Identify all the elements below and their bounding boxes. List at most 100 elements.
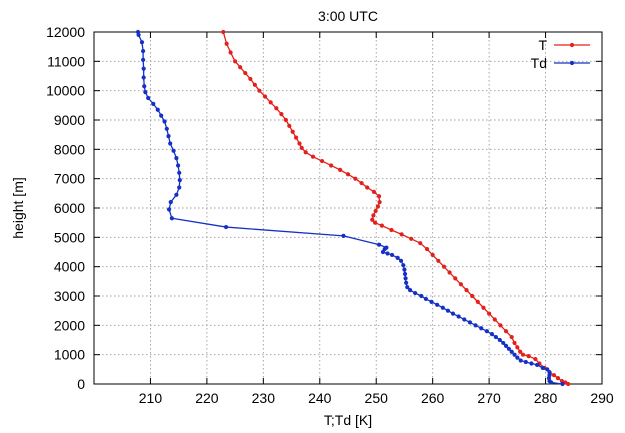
x-tick-label: 290 [590,390,614,406]
data-point-t [371,213,376,218]
chart-title: 3:00 UTC [318,8,378,24]
data-point-td [407,288,413,293]
data-point-td [398,258,404,263]
data-point-t [555,376,561,381]
x-tick-label: 240 [308,390,332,406]
data-point-t [458,282,463,287]
x-tick-label: 220 [195,390,219,406]
data-point-td [506,346,511,351]
data-point-td [135,29,141,35]
series-layer [135,29,571,387]
data-point-td [159,113,164,118]
y-tick-label: 2000 [54,317,85,333]
data-point-t [418,241,423,246]
data-point-td [151,101,156,106]
data-point-t [299,145,304,150]
data-point-t [520,352,526,357]
data-point-t [526,354,531,359]
data-point-t [370,217,375,222]
data-point-td [143,90,148,95]
data-point-td [402,267,407,272]
data-point-td [547,370,552,375]
data-point-t [399,232,404,237]
data-point-td [456,314,461,319]
y-tick-label: 7000 [54,171,85,187]
data-point-t [371,189,377,194]
x-tick-label: 250 [365,390,389,406]
x-tick-label: 210 [139,390,163,406]
data-point-td [177,178,182,183]
data-point-t [533,356,538,362]
data-point-td [547,373,552,378]
data-point-t [518,349,523,354]
data-point-td [413,290,418,296]
data-point-t [268,100,273,105]
data-point-td [445,308,451,313]
data-point-td [177,185,182,190]
data-point-t [290,129,295,134]
data-point-t [475,299,480,304]
data-point-td [169,216,174,221]
data-point-t [453,276,458,281]
data-point-td [166,207,172,212]
data-point-td [223,224,229,230]
data-point-t [492,317,497,322]
data-point-td [404,280,409,285]
data-point-t [328,163,334,168]
legend-marker-td [569,60,575,66]
data-point-t [303,150,308,155]
y-tick-label: 8000 [54,141,85,157]
data-point-t [487,311,492,316]
data-point-td [403,276,408,281]
data-point-td [141,75,146,80]
y-tick-label: 11000 [47,53,85,69]
data-point-td [518,358,523,363]
data-point-t [274,106,279,111]
data-point-td [429,299,434,304]
data-point-t [338,167,343,172]
legend-label-t: T [538,37,547,53]
data-point-td [515,355,520,360]
data-point-t [509,334,514,340]
data-point-t [297,141,302,146]
data-point-t [376,194,382,199]
y-axis-title: height [m] [10,177,26,238]
y-tick-label: 6000 [54,200,85,216]
data-point-t [262,94,268,99]
data-point-td [139,40,145,45]
data-point-td [462,317,467,322]
data-point-td [540,365,545,370]
data-point-t [279,112,284,117]
legend-label-td: Td [531,55,547,71]
data-point-td [141,48,146,54]
y-tick-label: 5000 [54,229,85,245]
data-point-t [377,200,382,205]
data-point-td [168,200,173,205]
data-point-td [402,271,408,277]
data-point-td [405,285,410,290]
data-point-t [224,41,229,46]
data-point-t [447,270,452,275]
data-point-t [375,204,381,209]
data-point-t [221,29,226,35]
data-point-t [287,123,292,128]
data-point-td [493,334,498,340]
data-point-td [512,352,517,357]
data-point-td [501,340,506,346]
data-point-t [512,340,517,346]
data-point-t [498,323,503,328]
data-point-t [373,208,378,214]
data-point-t [359,180,364,186]
data-point-t [228,50,233,55]
x-tick-label: 280 [534,390,558,406]
data-point-td [164,126,169,131]
data-point-t [310,154,316,159]
data-point-td [177,170,182,175]
data-point-t [243,70,248,76]
data-point-td [162,119,167,124]
data-point-td [166,134,171,139]
data-point-td [146,95,151,101]
data-point-td [141,66,146,71]
data-point-td [423,296,428,302]
